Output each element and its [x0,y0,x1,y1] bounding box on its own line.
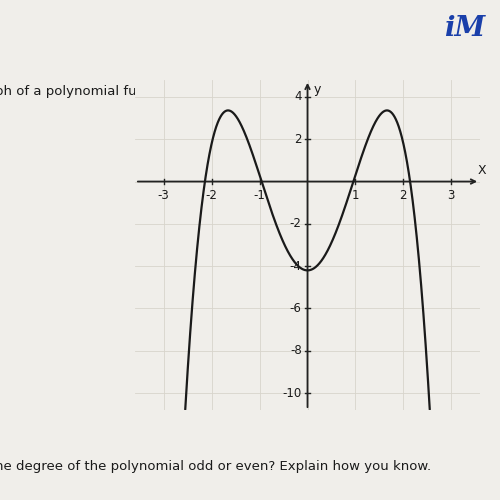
Text: 2: 2 [400,189,407,202]
Text: -8: -8 [290,344,302,358]
Text: he degree of the polynomial odd or even? Explain how you know.: he degree of the polynomial odd or even?… [0,460,431,473]
Text: iM: iM [444,15,485,42]
Text: -6: -6 [290,302,302,315]
Text: ph of a polynomial function f is shown.: ph of a polynomial function f is shown. [0,85,254,98]
Text: 4: 4 [294,90,302,104]
Text: 2: 2 [294,132,302,145]
Text: -2: -2 [290,218,302,230]
Text: -1: -1 [254,189,266,202]
Text: 3: 3 [448,189,455,202]
Text: X: X [478,164,486,177]
Text: 1: 1 [352,189,359,202]
Text: -10: -10 [282,386,302,400]
Text: -2: -2 [206,189,218,202]
Text: -3: -3 [158,189,170,202]
Text: -4: -4 [290,260,302,272]
Text: y: y [313,83,320,96]
